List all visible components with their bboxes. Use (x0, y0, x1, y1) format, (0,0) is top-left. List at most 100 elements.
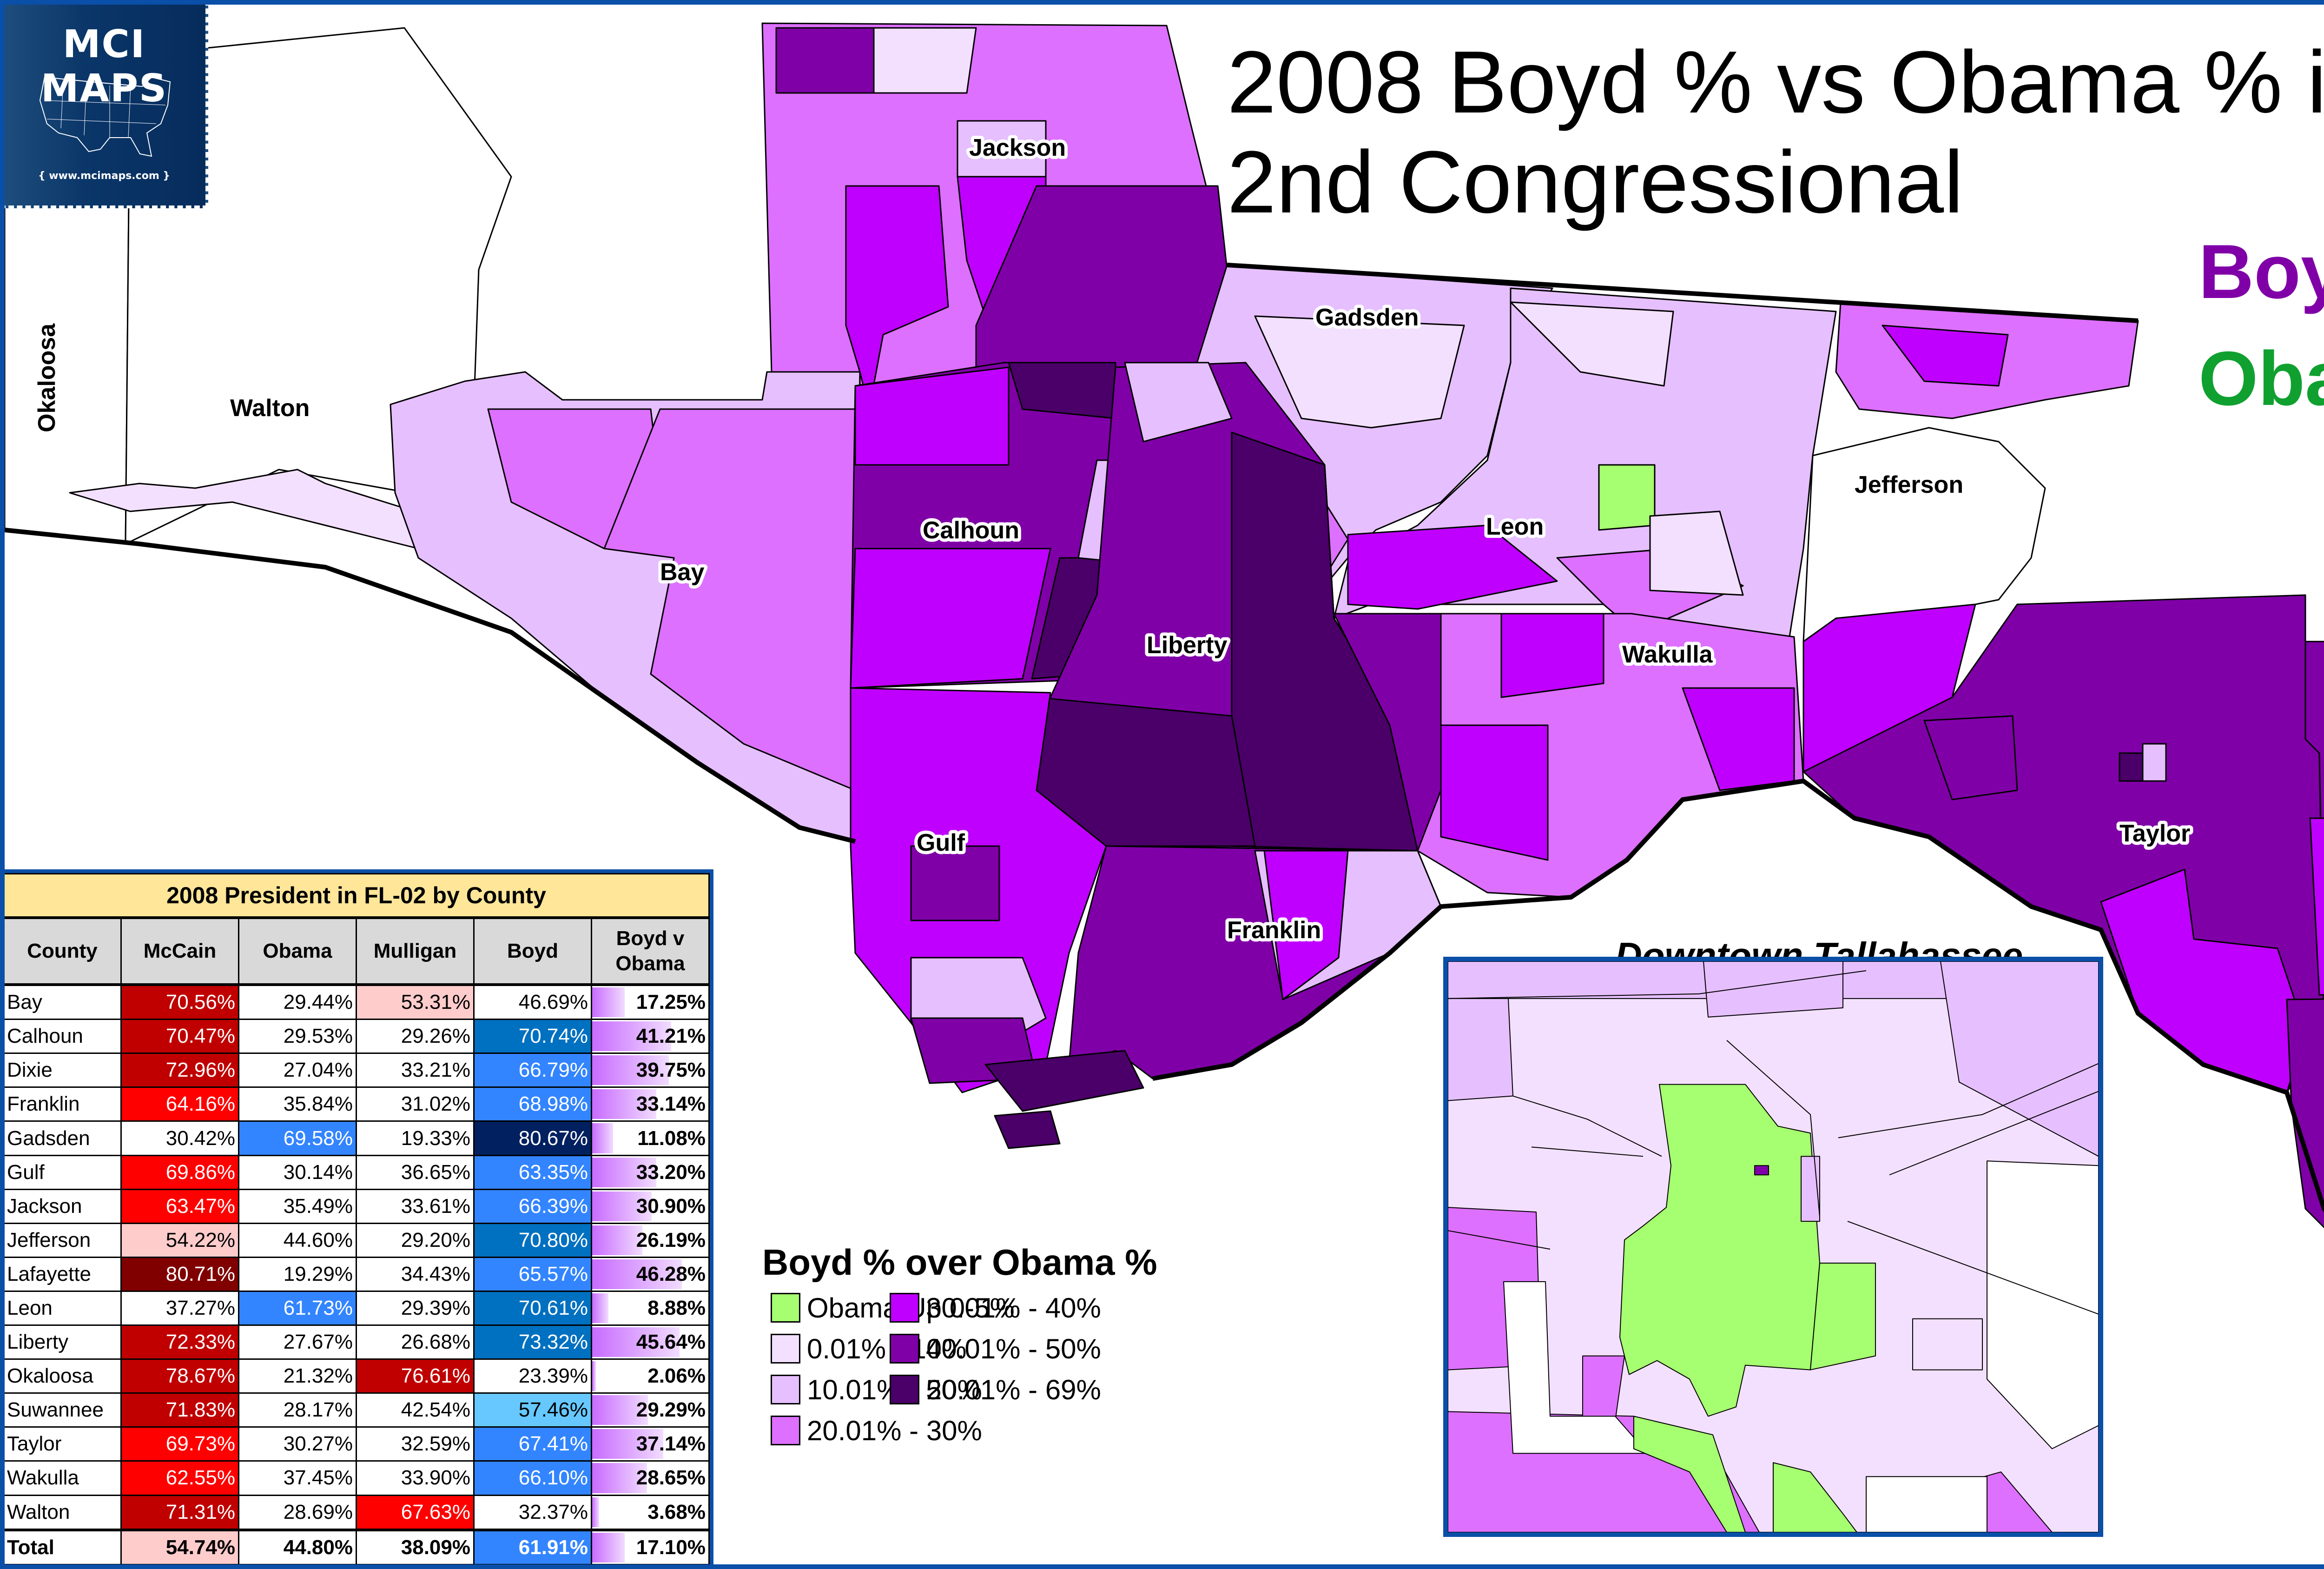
cell-boyd-v-obama-value: 26.19% (636, 1228, 706, 1251)
table-row: Gadsden 30.42% 69.58% 19.33% 80.67% 11.08% (3, 1120, 710, 1156)
cell-mulligan: 33.90% (356, 1460, 475, 1496)
cell-mulligan: 36.65% (356, 1154, 475, 1190)
header-mccain: McCain (120, 917, 239, 986)
table-row: Jefferson 54.22% 44.60% 29.20% 70.80% 26.19% (3, 1222, 710, 1258)
results-table-panel: 2008 President in FL-02 by County County… (0, 869, 713, 1569)
cell-county: Dixie (3, 1053, 122, 1088)
table-row: Franklin 64.16% 35.84% 31.02% 68.98% 33.14% (3, 1086, 710, 1122)
cell-mulligan: 42.54% (356, 1392, 475, 1428)
cell-mccain: 69.73% (120, 1426, 239, 1462)
table-row: Wakulla 62.55% 37.45% 33.90% 66.10% 28.65% (3, 1460, 710, 1496)
label-gadsden: Gadsden (1315, 304, 1419, 331)
data-bar (592, 1123, 613, 1153)
cell-boyd-v-obama-value: 3.68% (647, 1500, 706, 1523)
cell-mccain: 70.56% (120, 984, 239, 1020)
cell-mulligan: 29.26% (356, 1019, 475, 1054)
legend-swatch (771, 1375, 800, 1404)
cell-boyd-v-obama-value: 2.06% (647, 1364, 706, 1388)
header-mulligan: Mulligan (356, 917, 475, 986)
cell-mccain: 54.22% (120, 1222, 239, 1258)
legend-swatch (771, 1334, 800, 1364)
legend-item-30-40: 30.01% - 40% (890, 1292, 1101, 1324)
cell-mulligan: 34.43% (356, 1256, 475, 1292)
cell-mccain: 71.83% (120, 1392, 239, 1428)
cell-mulligan: 76.61% (356, 1358, 475, 1394)
summary-boyd: Boyd 61.9% (2199, 228, 2324, 316)
header-county: County (3, 917, 122, 986)
legend-item-40-50: 40.01% - 50% (890, 1333, 1101, 1364)
title-line-1: 2008 Boyd % vs Obama % in Florida (1227, 33, 2324, 132)
header-boyd-v-obama: Boyd v Obama (591, 917, 710, 986)
cell-boyd: 23.39% (473, 1358, 592, 1394)
cell-boyd-v-obama: 30.90% (591, 1188, 710, 1224)
table-row: Bay 70.56% 29.44% 53.31% 46.69% 17.25% (3, 984, 710, 1020)
cell-boyd: 63.35% (473, 1154, 592, 1190)
cell-county: Gulf (3, 1154, 122, 1190)
cell-obama: 29.53% (238, 1019, 357, 1054)
cell-obama: 29.44% (238, 984, 357, 1020)
data-bar (592, 1532, 625, 1562)
cell-obama: 44.80% (238, 1528, 357, 1565)
legend-label: 30.01% - 40% (926, 1292, 1101, 1324)
cell-boyd: 61.91% (473, 1528, 592, 1565)
page-title: 2008 Boyd % vs Obama % in Florida 2nd Co… (1227, 33, 2324, 232)
cell-county: Suwannee (3, 1392, 122, 1428)
table-row: Lafayette 80.71% 19.29% 34.43% 65.57% 46.28% (3, 1256, 710, 1292)
cell-mulligan: 26.68% (356, 1324, 475, 1360)
cell-mccain: 72.96% (120, 1053, 239, 1088)
county-lafayette (2304, 641, 2324, 996)
cell-boyd-v-obama-value: 11.08% (637, 1126, 706, 1150)
cell-boyd-v-obama-value: 46.28% (636, 1262, 706, 1285)
cell-county: Jackson (3, 1188, 122, 1224)
cell-boyd-v-obama: 45.64% (591, 1324, 710, 1360)
cell-mulligan: 33.61% (356, 1188, 475, 1224)
cell-county: Okaloosa (3, 1358, 122, 1394)
cell-obama: 30.27% (238, 1426, 357, 1462)
legend-swatch (771, 1293, 800, 1323)
cell-boyd-v-obama: 41.21% (591, 1019, 710, 1054)
table-row: Leon 37.27% 61.73% 29.39% 70.61% 8.88% (3, 1290, 710, 1326)
legend-swatch (771, 1416, 800, 1445)
legend-item-0-10: 0.01% - 10% (771, 1333, 967, 1364)
cell-boyd: 70.61% (473, 1290, 592, 1326)
downtown-tallahassee-inset (1443, 957, 2103, 1537)
table-total-row: Total 54.74% 44.80% 38.09% 61.91% 17.10% (3, 1528, 710, 1565)
legend: Boyd % over Obama % Obama Up 0-5% 0.01% … (762, 1223, 1459, 1548)
legend-title: Boyd % over Obama % (762, 1242, 1157, 1283)
cell-mccain: 63.47% (120, 1188, 239, 1224)
label-calhoun: Calhoun (923, 517, 1019, 544)
cell-mccain: 64.16% (120, 1086, 239, 1122)
title-line-2: 2nd Congressional (1227, 133, 1964, 232)
legend-label: 50.01% - 69% (926, 1374, 1101, 1405)
data-bar (592, 1293, 608, 1324)
cell-boyd-v-obama-value: 29.29% (636, 1398, 706, 1422)
cell-boyd: 68.98% (473, 1086, 592, 1122)
cell-mccain: 72.33% (120, 1324, 239, 1360)
cell-boyd-v-obama-value: 33.14% (636, 1092, 706, 1116)
legend-label: 40.01% - 50% (926, 1333, 1101, 1364)
table-row: Gulf 69.86% 30.14% 36.65% 63.35% 33.20% (3, 1154, 710, 1190)
cell-boyd: 80.67% (473, 1120, 592, 1156)
table-body: Bay 70.56% 29.44% 53.31% 46.69% 17.25% Calhoun… (3, 984, 710, 1565)
legend-swatch (890, 1293, 919, 1323)
cell-boyd-v-obama-value: 37.14% (636, 1432, 706, 1456)
summary-obama: Obama 44.8% (2199, 335, 2324, 423)
cell-boyd-v-obama: 3.68% (591, 1494, 710, 1531)
data-bar (592, 1157, 656, 1187)
cell-boyd-v-obama: 29.29% (591, 1392, 710, 1428)
data-bar (592, 1021, 671, 1052)
cell-boyd-v-obama-value: 17.10% (636, 1536, 706, 1559)
cell-mulligan: 31.02% (356, 1086, 475, 1122)
cell-boyd: 70.74% (473, 1019, 592, 1054)
cell-obama: 61.73% (238, 1290, 357, 1326)
table-row: Calhoun 70.47% 29.53% 29.26% 70.74% 41.21% (3, 1019, 710, 1054)
cell-boyd: 66.39% (473, 1188, 592, 1224)
label-liberty: Liberty (1147, 632, 1227, 659)
label-franklin: Franklin (1227, 917, 1321, 944)
cell-county: Taylor (3, 1426, 122, 1462)
cell-boyd-v-obama: 37.14% (591, 1426, 710, 1462)
cell-boyd-v-obama: 2.06% (591, 1358, 710, 1394)
label-leon: Leon (1486, 513, 1544, 540)
label-wakulla: Wakulla (1622, 641, 1713, 668)
legend-item-20-30: 20.01% - 30% (771, 1415, 982, 1446)
